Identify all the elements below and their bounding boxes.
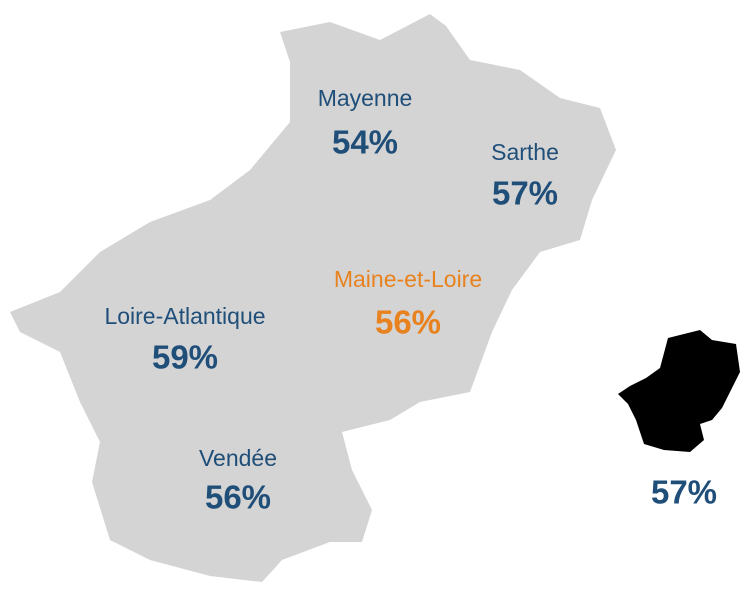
region-value: 56%	[375, 304, 441, 341]
region-silhouette	[618, 330, 740, 452]
region-value: 56%	[205, 479, 271, 516]
region-name: Mayenne	[318, 85, 413, 111]
region-value: 57%	[492, 175, 558, 212]
region-value: 54%	[332, 124, 398, 161]
total-value: 57%	[651, 474, 717, 511]
region-value: 59%	[152, 339, 218, 376]
region-name: Loire-Atlantique	[104, 303, 265, 329]
region-name: Maine-et-Loire	[334, 266, 482, 292]
region-name: Sarthe	[491, 139, 559, 165]
region-map	[10, 14, 616, 582]
region-name: Vendée	[199, 445, 277, 471]
